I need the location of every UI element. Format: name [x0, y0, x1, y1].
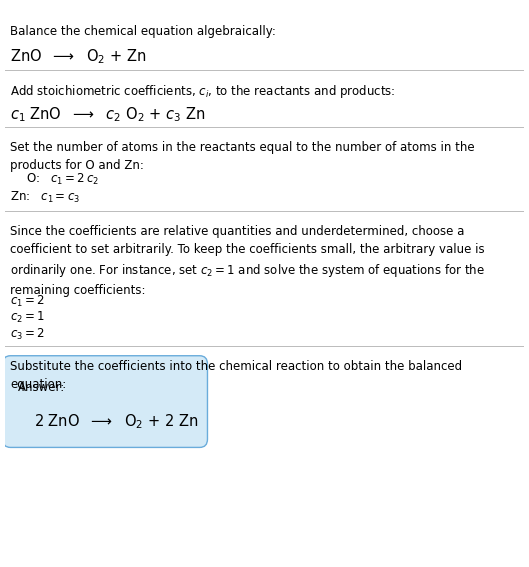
FancyBboxPatch shape	[3, 356, 207, 447]
Text: Since the coefficients are relative quantities and underdetermined, choose a
coe: Since the coefficients are relative quan…	[11, 225, 485, 297]
Text: $c_1 = 2$: $c_1 = 2$	[11, 294, 45, 308]
Text: $c_3 = 2$: $c_3 = 2$	[11, 327, 45, 342]
Text: Add stoichiometric coefficients, $c_i$, to the reactants and products:: Add stoichiometric coefficients, $c_i$, …	[11, 83, 396, 100]
Text: ZnO  $\longrightarrow$  O$_2$ + Zn: ZnO $\longrightarrow$ O$_2$ + Zn	[11, 47, 147, 66]
Text: Zn:   $c_1 = c_3$: Zn: $c_1 = c_3$	[11, 190, 80, 205]
Text: Answer:: Answer:	[18, 381, 66, 393]
Text: Substitute the coefficients into the chemical reaction to obtain the balanced
eq: Substitute the coefficients into the che…	[11, 359, 462, 391]
Text: $c_2 = 1$: $c_2 = 1$	[11, 310, 45, 325]
Text: $c_1$ ZnO  $\longrightarrow$  $c_2$ O$_2$ + $c_3$ Zn: $c_1$ ZnO $\longrightarrow$ $c_2$ O$_2$ …	[11, 105, 206, 124]
Text: Balance the chemical equation algebraically:: Balance the chemical equation algebraica…	[11, 25, 276, 38]
Text: Set the number of atoms in the reactants equal to the number of atoms in the
pro: Set the number of atoms in the reactants…	[11, 141, 475, 172]
Text: 2 ZnO  $\longrightarrow$  O$_2$ + 2 Zn: 2 ZnO $\longrightarrow$ O$_2$ + 2 Zn	[34, 412, 198, 431]
Text: O:   $c_1 = 2\,c_2$: O: $c_1 = 2\,c_2$	[26, 172, 99, 188]
